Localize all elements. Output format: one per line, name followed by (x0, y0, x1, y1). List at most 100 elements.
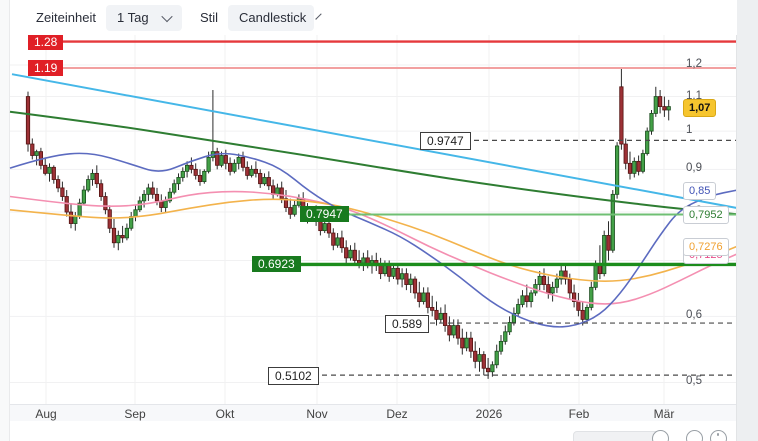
candle-down (442, 312, 448, 326)
chevron-down-icon (161, 10, 173, 22)
candle-up (649, 113, 654, 132)
candle-down (51, 166, 56, 180)
style-dropdown[interactable]: Candlestick (228, 4, 322, 31)
price-level-badge[interactable]: 0.7947 (300, 206, 349, 223)
candle-down (619, 86, 624, 145)
candle-down (636, 160, 641, 172)
price-level-badge[interactable]: 0.589 (385, 315, 430, 334)
candle-up (645, 130, 650, 154)
candle-up (47, 166, 52, 174)
candle-up (529, 292, 534, 302)
ma-50-blue (9, 152, 738, 328)
candle-down (356, 260, 362, 264)
candle-up (511, 312, 517, 323)
candle-up (236, 157, 241, 164)
price-level-badge[interactable]: 1.19 (28, 60, 64, 77)
candle-down (546, 284, 551, 294)
candle-down (404, 273, 409, 285)
last-price-badge: 1,07 (683, 98, 717, 117)
zoom-in-icon[interactable] (686, 430, 703, 441)
candle-down (197, 175, 203, 183)
candle-down (25, 96, 31, 145)
x-axis-label: 2026 (475, 407, 503, 421)
candle-up (421, 292, 426, 302)
x-axis-label: Feb (568, 407, 590, 421)
bottom-bar (10, 421, 737, 441)
candle-down (331, 232, 336, 246)
timeframe-value: 1 Tag (116, 10, 149, 25)
candle-down (150, 187, 155, 195)
candle-down (43, 164, 48, 174)
candle-down (412, 278, 418, 294)
candle-up (666, 106, 671, 111)
descending-trendline[interactable] (11, 73, 738, 209)
candle-down (60, 187, 65, 197)
candle-up (516, 304, 521, 314)
candle-up (262, 177, 267, 185)
candle-up (146, 187, 151, 195)
candle-up (296, 198, 302, 206)
chevron-down-icon (315, 12, 322, 20)
ma-150-orange (9, 198, 738, 282)
candle-up (348, 249, 353, 259)
candle-down (339, 237, 345, 249)
candle-down (111, 227, 117, 244)
candle-up (537, 275, 542, 285)
candle-up (399, 273, 405, 280)
candle-up (653, 96, 658, 114)
zoom-out-icon[interactable] (652, 430, 669, 441)
candle-up (133, 209, 138, 217)
candle-up (73, 216, 78, 224)
x-axis-label: Dez (386, 407, 408, 421)
price-level-badge[interactable]: 0.6923 (252, 256, 301, 273)
price-level-badge[interactable]: 0.5102 (268, 367, 319, 386)
x-axis[interactable]: Aug Sep Okt Nov Dez 2026 Feb Mär (10, 404, 737, 422)
candle-up (206, 157, 211, 172)
candle-up (615, 145, 620, 195)
candle-up (361, 257, 366, 264)
candle-up (184, 164, 190, 172)
timeframe-dropdown[interactable]: 1 Tag (105, 4, 182, 31)
y-axis-tick-label: 1,1 (686, 89, 702, 102)
candle-down (572, 292, 577, 302)
candle-up (322, 223, 327, 232)
candle-up (632, 160, 637, 174)
candle-up (219, 155, 224, 166)
candle-down (460, 337, 465, 349)
candle-up (438, 312, 443, 320)
candle-up (382, 265, 388, 275)
candle-down (395, 267, 400, 280)
y-axis-tick-label: 1 (686, 124, 693, 137)
candle-up (490, 364, 495, 373)
candle-down (430, 307, 435, 311)
candle-up (335, 237, 340, 246)
candle-up (602, 235, 607, 275)
candle-up (584, 307, 590, 320)
candle-down (215, 151, 220, 166)
drawing-toolbar-collapsed[interactable] (0, 0, 10, 441)
reset-zoom-icon[interactable] (710, 430, 727, 441)
candle-down (455, 325, 461, 339)
candle-down (580, 309, 585, 320)
candle-up (167, 191, 172, 202)
candle-down (94, 172, 99, 185)
candle-down (99, 183, 104, 197)
candle-down (30, 143, 35, 156)
candle-down (541, 275, 547, 285)
right-side-panel[interactable] (736, 0, 758, 441)
x-axis-label: Mär (653, 407, 675, 421)
candle-down (283, 198, 289, 208)
price-level-badge[interactable]: 1.28 (28, 33, 64, 50)
candle-up (507, 322, 512, 333)
price-level-badge[interactable]: 0.9747 (420, 132, 471, 151)
candle-up (550, 286, 555, 294)
candle-up (116, 235, 121, 244)
candle-down (576, 301, 581, 311)
candle-up (477, 354, 482, 362)
candle-up (494, 350, 499, 366)
x-axis-label: Aug (35, 407, 57, 421)
x-axis-label: Okt (215, 407, 235, 421)
candle-down (567, 278, 572, 294)
ma-200-green (9, 110, 738, 216)
